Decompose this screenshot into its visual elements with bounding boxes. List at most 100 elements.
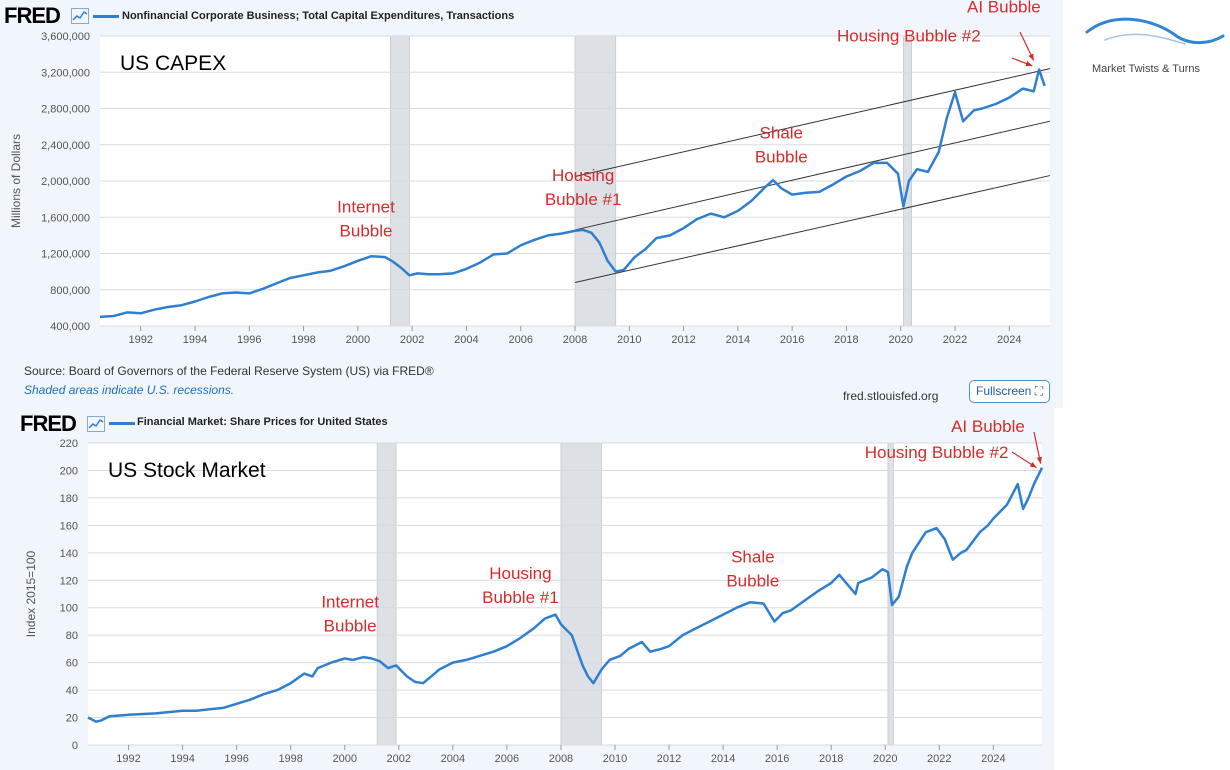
x-tick-label: 2014 bbox=[711, 753, 735, 765]
recession-band bbox=[376, 442, 397, 746]
x-tick-label: 2010 bbox=[603, 753, 627, 765]
x-tick-label: 2020 bbox=[873, 753, 897, 765]
y-tick-label: 140 bbox=[60, 548, 78, 560]
y-tick-label: 800,000 bbox=[50, 285, 90, 297]
market-twists-logo bbox=[1085, 17, 1225, 45]
x-tick-label: 2014 bbox=[726, 334, 750, 346]
annotation-label: Bubble bbox=[324, 617, 377, 636]
x-tick-label: 1994 bbox=[170, 753, 194, 765]
x-tick-label: 2000 bbox=[333, 753, 357, 765]
series-line bbox=[87, 467, 1044, 723]
x-tick-label: 2024 bbox=[981, 753, 1005, 765]
fullscreen-label: Fullscreen bbox=[976, 384, 1032, 398]
fred-chart-icon bbox=[71, 8, 89, 24]
y-tick-label: 220 bbox=[60, 438, 78, 450]
y-tick-label: 200 bbox=[60, 465, 78, 477]
x-tick-label: 2006 bbox=[495, 753, 519, 765]
y-tick-label: 2,000,000 bbox=[41, 176, 90, 188]
x-tick-label: 2000 bbox=[346, 334, 370, 346]
y-tick-label: 180 bbox=[60, 493, 78, 505]
annotation-arrowhead bbox=[1029, 461, 1037, 468]
x-tick-label: 2004 bbox=[454, 334, 478, 346]
x-tick-label: 2020 bbox=[888, 334, 912, 346]
y-tick-label: 20 bbox=[66, 713, 78, 725]
annotation-label: Housing Bubble #2 bbox=[865, 443, 1009, 462]
x-tick-label: 2016 bbox=[765, 753, 789, 765]
fullscreen-button[interactable]: Fullscreen ⛶ bbox=[969, 380, 1051, 403]
legend-line-swatch bbox=[109, 422, 135, 425]
x-tick-label: 1998 bbox=[278, 753, 302, 765]
annotation-label: Bubble bbox=[340, 222, 393, 241]
annotation-label: Shale bbox=[731, 547, 774, 566]
x-tick-label: 1992 bbox=[116, 753, 140, 765]
annotation-label: Bubble bbox=[726, 571, 779, 590]
fred-logo: FRED bbox=[4, 3, 61, 28]
x-tick-label: 2018 bbox=[834, 334, 858, 346]
x-tick-label: 2010 bbox=[617, 334, 641, 346]
x-tick-label: 2012 bbox=[657, 753, 681, 765]
annotation-label: Bubble bbox=[755, 147, 808, 166]
x-tick-label: 2002 bbox=[387, 753, 411, 765]
trend-channel-middle bbox=[574, 120, 1051, 231]
annotation-label: Bubble #1 bbox=[482, 588, 559, 607]
annotation-label: Housing bbox=[552, 166, 614, 185]
annotation-arrowhead bbox=[1028, 53, 1034, 61]
panel-label: US CAPEX bbox=[120, 52, 226, 75]
fullscreen-icon: ⛶ bbox=[1034, 384, 1044, 398]
y-tick-label: 3,200,000 bbox=[41, 67, 90, 79]
annotation-label: Internet bbox=[337, 198, 395, 217]
recession-band bbox=[560, 442, 602, 746]
x-tick-label: 1998 bbox=[291, 334, 315, 346]
fred-credit-link[interactable]: fred.stlouisfed.org bbox=[843, 389, 939, 403]
annotation-label: Internet bbox=[321, 593, 379, 612]
y-tick-label: 1,600,000 bbox=[41, 212, 90, 224]
annotation-label: Housing Bubble #2 bbox=[837, 26, 981, 45]
y-tick-label: 160 bbox=[60, 520, 78, 532]
fred-chart-icon bbox=[87, 416, 105, 432]
legend-line-swatch bbox=[93, 15, 119, 18]
y-tick-label: 120 bbox=[60, 575, 78, 587]
series-title: Financial Market: Share Prices for Unite… bbox=[137, 416, 388, 428]
series-line bbox=[99, 68, 1046, 319]
y-tick-label: 1,200,000 bbox=[41, 249, 90, 261]
annotation-label: Bubble #1 bbox=[545, 190, 622, 209]
annotation-label: AI Bubble bbox=[951, 417, 1025, 436]
x-tick-label: 2024 bbox=[997, 334, 1021, 346]
y-tick-label: 0 bbox=[72, 740, 78, 752]
capex-chart: 400,000 800,000 1,200,000 1,600,000 2,000,00… bbox=[9, 0, 1051, 346]
y-tick-label: 3,600,000 bbox=[41, 31, 90, 43]
y-tick-label: 400,000 bbox=[50, 321, 90, 333]
x-tick-label: 2012 bbox=[671, 334, 695, 346]
trend-channel-lower bbox=[574, 175, 1051, 283]
x-tick-label: 2008 bbox=[549, 753, 573, 765]
source-text: Source: Board of Governors of the Federa… bbox=[24, 364, 434, 378]
recession-note: Shaded areas indicate U.S. recessions. bbox=[24, 383, 235, 397]
y-tick-label: 60 bbox=[66, 658, 78, 670]
stock-chart: 0 20 40 60 80 100 120 140 160 180 200 220 1992 1994 19… bbox=[24, 417, 1044, 765]
capex-chart-panel: FRED Nonfinancial Corporate Business; To… bbox=[0, 0, 1063, 408]
x-tick-label: 2022 bbox=[943, 334, 967, 346]
x-tick-label: 2016 bbox=[780, 334, 804, 346]
x-tick-label: 2022 bbox=[927, 753, 951, 765]
x-tick-label: 1996 bbox=[224, 753, 248, 765]
x-tick-label: 1992 bbox=[128, 334, 152, 346]
y-tick-label: 40 bbox=[66, 685, 78, 697]
x-tick-label: 2018 bbox=[819, 753, 843, 765]
y-axis-label: Millions of Dollars bbox=[9, 134, 23, 228]
x-tick-label: 2002 bbox=[400, 334, 424, 346]
y-tick-label: 80 bbox=[66, 630, 78, 642]
series-title: Nonfinancial Corporate Business; Total C… bbox=[122, 10, 515, 22]
annotation-label: Shale bbox=[760, 123, 803, 142]
annotation-label: Housing bbox=[489, 564, 551, 583]
x-tick-label: 2006 bbox=[508, 334, 532, 346]
x-tick-label: 1994 bbox=[183, 334, 207, 346]
fred-logo: FRED bbox=[20, 411, 77, 436]
annotation-arrowhead bbox=[1025, 61, 1033, 67]
y-tick-label: 2,800,000 bbox=[41, 104, 90, 116]
stock-chart-panel: FRED Financial Market: Share Prices for … bbox=[0, 408, 1054, 770]
x-tick-label: 2004 bbox=[441, 753, 465, 765]
panel-label: US Stock Market bbox=[108, 459, 266, 482]
trend-channel-upper bbox=[574, 68, 1051, 177]
y-tick-label: 100 bbox=[60, 603, 78, 615]
x-tick-label: 2008 bbox=[563, 334, 587, 346]
